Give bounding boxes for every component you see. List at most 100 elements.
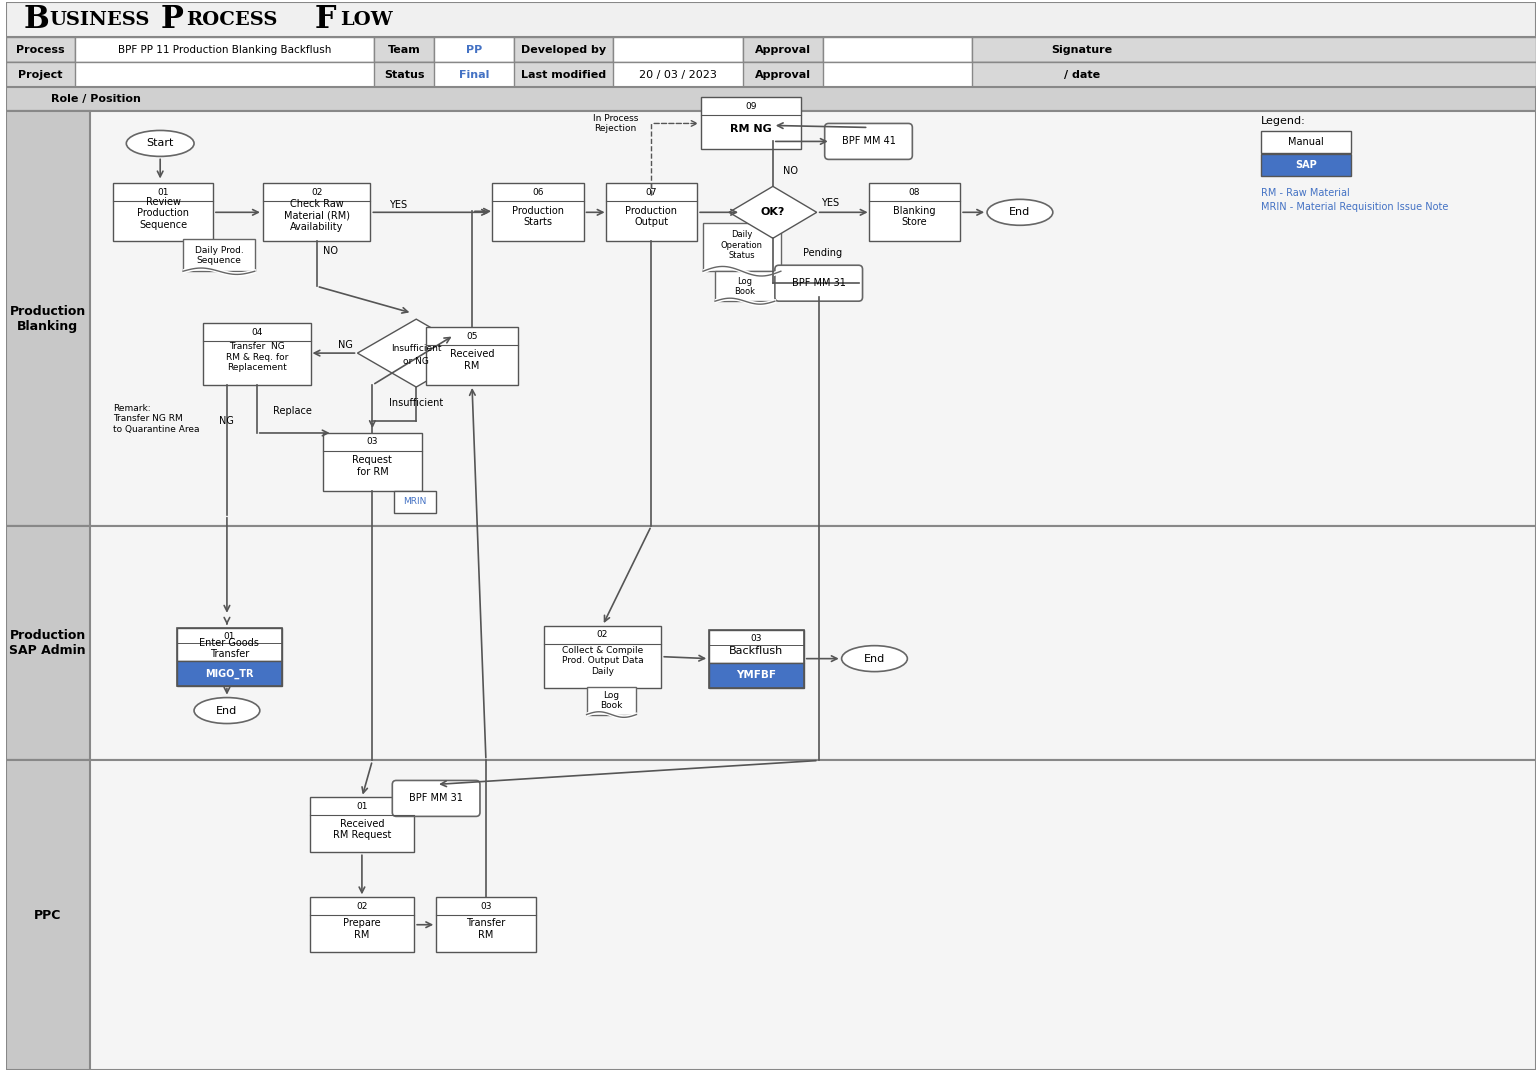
FancyBboxPatch shape: [515, 62, 613, 87]
Text: Replace: Replace: [273, 406, 312, 416]
FancyBboxPatch shape: [6, 111, 91, 525]
Text: F: F: [315, 4, 336, 35]
FancyBboxPatch shape: [177, 628, 281, 661]
Text: BPF MM 31: BPF MM 31: [409, 794, 462, 804]
Text: or NG: or NG: [404, 356, 429, 366]
Text: 20 / 03 / 2023: 20 / 03 / 2023: [639, 70, 717, 79]
FancyBboxPatch shape: [375, 36, 435, 62]
FancyBboxPatch shape: [6, 525, 1536, 761]
Polygon shape: [358, 319, 475, 387]
Text: End: End: [217, 705, 238, 716]
FancyBboxPatch shape: [716, 271, 774, 301]
FancyBboxPatch shape: [868, 183, 960, 241]
Ellipse shape: [126, 131, 194, 156]
Text: OK?: OK?: [760, 208, 785, 217]
FancyBboxPatch shape: [1261, 132, 1350, 153]
FancyBboxPatch shape: [743, 62, 823, 87]
Text: Remark:
Transfer NG RM
to Quarantine Area: Remark: Transfer NG RM to Quarantine Are…: [114, 404, 200, 434]
Text: Manual: Manual: [1289, 137, 1324, 148]
FancyBboxPatch shape: [375, 62, 435, 87]
Text: Enter Goods
Transfer: Enter Goods Transfer: [200, 638, 260, 659]
Text: SAP: SAP: [1295, 160, 1316, 170]
Text: Approval: Approval: [754, 45, 811, 55]
Text: NO: NO: [323, 246, 338, 256]
Text: Blanking
Store: Blanking Store: [892, 205, 935, 227]
FancyBboxPatch shape: [613, 36, 743, 62]
FancyBboxPatch shape: [263, 183, 370, 241]
Text: Production
Output: Production Output: [625, 205, 677, 227]
Text: BPF MM 31: BPF MM 31: [791, 278, 846, 288]
Text: Legend:: Legend:: [1261, 117, 1306, 126]
Text: BPF MM 41: BPF MM 41: [842, 137, 895, 147]
Text: 07: 07: [645, 188, 657, 197]
FancyBboxPatch shape: [6, 761, 1536, 1070]
FancyBboxPatch shape: [6, 761, 91, 1070]
Text: 01: 01: [157, 188, 169, 197]
Text: Signature: Signature: [1051, 45, 1112, 55]
Text: Insufficient: Insufficient: [392, 343, 441, 353]
Text: 03: 03: [367, 438, 378, 446]
FancyBboxPatch shape: [392, 780, 479, 816]
Text: Received
RM Request: Received RM Request: [333, 819, 392, 840]
FancyBboxPatch shape: [515, 36, 613, 62]
Text: Log
Book: Log Book: [601, 691, 622, 710]
Text: YES: YES: [389, 200, 407, 211]
Text: MRIN: MRIN: [404, 498, 427, 506]
Text: 03: 03: [481, 902, 492, 911]
FancyBboxPatch shape: [177, 661, 281, 686]
Text: Daily
Operation
Status: Daily Operation Status: [720, 230, 763, 260]
FancyBboxPatch shape: [700, 97, 800, 150]
FancyBboxPatch shape: [743, 36, 823, 62]
Text: USINESS: USINESS: [49, 11, 151, 29]
Text: 09: 09: [745, 102, 757, 111]
Text: YMFBF: YMFBF: [736, 671, 776, 681]
Text: Collect & Compile
Prod. Output Data
Daily: Collect & Compile Prod. Output Data Dail…: [562, 645, 644, 675]
Text: P: P: [160, 4, 183, 35]
Text: Project: Project: [18, 70, 63, 79]
Ellipse shape: [194, 698, 260, 723]
Text: Developed by: Developed by: [521, 45, 607, 55]
FancyBboxPatch shape: [825, 123, 912, 159]
Text: 06: 06: [531, 188, 544, 197]
Text: In Process
Rejection: In Process Rejection: [593, 113, 637, 133]
FancyBboxPatch shape: [6, 87, 1536, 111]
Text: 01: 01: [356, 801, 367, 811]
FancyBboxPatch shape: [436, 898, 536, 952]
Text: Daily Prod.
Sequence: Daily Prod. Sequence: [195, 245, 243, 265]
FancyBboxPatch shape: [203, 323, 310, 385]
Text: Final: Final: [459, 70, 488, 79]
FancyBboxPatch shape: [710, 663, 803, 688]
Text: Team: Team: [389, 45, 421, 55]
Text: Transfer  NG
RM & Req. for
Replacement: Transfer NG RM & Req. for Replacement: [226, 342, 289, 372]
Text: Last modified: Last modified: [521, 70, 607, 79]
FancyBboxPatch shape: [703, 224, 780, 271]
Text: Pending: Pending: [803, 248, 842, 258]
Text: Insufficient: Insufficient: [389, 398, 444, 408]
Text: Status: Status: [384, 70, 424, 79]
Text: BPF PP 11 Production Blanking Backflush: BPF PP 11 Production Blanking Backflush: [118, 45, 332, 55]
FancyBboxPatch shape: [587, 687, 636, 715]
Text: MRIN - Material Requisition Issue Note: MRIN - Material Requisition Issue Note: [1261, 202, 1448, 212]
Text: Review
Production
Sequence: Review Production Sequence: [137, 197, 189, 230]
Text: Production
Blanking: Production Blanking: [9, 305, 86, 333]
Text: Approval: Approval: [754, 70, 811, 79]
Text: End: End: [863, 654, 885, 663]
Polygon shape: [730, 186, 817, 239]
FancyBboxPatch shape: [492, 183, 584, 241]
FancyBboxPatch shape: [1261, 154, 1350, 177]
Text: NO: NO: [783, 166, 799, 177]
Text: Process: Process: [17, 45, 65, 55]
FancyBboxPatch shape: [114, 183, 214, 241]
FancyBboxPatch shape: [75, 36, 375, 62]
Text: B: B: [23, 4, 49, 35]
FancyBboxPatch shape: [710, 629, 803, 663]
FancyBboxPatch shape: [823, 36, 972, 62]
Text: / date: / date: [1063, 70, 1100, 79]
Text: Role / Position: Role / Position: [51, 94, 140, 105]
FancyBboxPatch shape: [6, 36, 75, 62]
Text: 03: 03: [751, 635, 762, 643]
Text: PP: PP: [465, 45, 482, 55]
Text: 02: 02: [310, 188, 323, 197]
Text: Check Raw
Material (RM)
Availability: Check Raw Material (RM) Availability: [284, 199, 350, 232]
FancyBboxPatch shape: [6, 525, 91, 761]
